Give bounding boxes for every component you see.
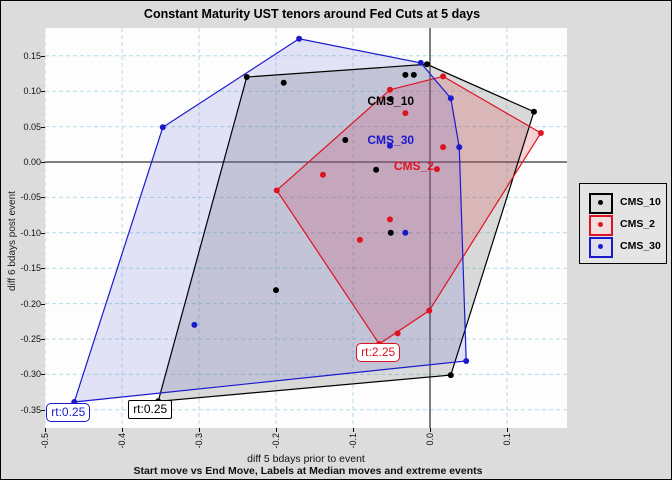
legend-label: CMS_30 — [620, 240, 661, 252]
data-point-CMS_10 — [387, 95, 394, 102]
hull-outline-CMS_30 — [73, 38, 467, 403]
data-point-CMS_30 — [191, 321, 198, 328]
x-tick-label: -0.3 — [194, 433, 204, 449]
hull-outline-CMS_10 — [157, 63, 535, 402]
data-point-CMS_10 — [447, 372, 454, 379]
data-point-CMS_2 — [433, 166, 440, 173]
y-tick-label: -0.05 — [20, 192, 41, 203]
y-tick-label: -0.20 — [20, 298, 41, 309]
x-tick-label: -0.4 — [117, 433, 127, 449]
x-tick-label: 0.0 — [425, 433, 435, 446]
data-point-CMS_2 — [386, 86, 393, 93]
data-point-CMS_10 — [373, 166, 380, 173]
data-point-CMS_2 — [440, 144, 447, 151]
data-point-CMS_30 — [386, 142, 393, 149]
data-point-CMS_2 — [356, 236, 363, 243]
x-tick-mark — [122, 428, 123, 432]
data-point-CMS_10 — [387, 229, 394, 236]
legend-item-CMS_30: CMS_30 — [580, 237, 666, 258]
y-tick-label: 0.10 — [23, 86, 41, 97]
legend-swatch-dot — [598, 200, 603, 205]
y-tick-label: -0.10 — [20, 227, 41, 238]
x-tick-mark — [430, 428, 431, 432]
data-point-CMS_10 — [273, 287, 279, 294]
data-point-CMS_10 — [423, 61, 430, 68]
legend-swatch — [589, 237, 613, 258]
data-point-CMS_2 — [537, 129, 544, 136]
data-point-CMS_2 — [376, 340, 383, 347]
data-point-CMS_10 — [530, 108, 537, 115]
x-axis-title: diff 5 bdays prior to event — [247, 453, 365, 465]
data-point-CMS_30 — [71, 399, 78, 406]
y-tick-label: 0.05 — [23, 121, 41, 132]
hull-fill-CMS_30 — [74, 38, 467, 403]
data-point-CMS_30 — [159, 124, 166, 131]
legend-swatch — [589, 193, 613, 214]
x-tick-mark — [199, 428, 200, 432]
data-point-CMS_2 — [273, 187, 280, 194]
data-point-CMS_30 — [402, 229, 409, 236]
data-point-CMS_2 — [386, 216, 393, 223]
x-tick-mark — [45, 428, 46, 432]
legend-swatch-dot — [598, 222, 603, 227]
data-point-CMS_30 — [296, 35, 303, 42]
data-point-CMS_10 — [342, 137, 349, 144]
legend-swatch-dot — [598, 244, 603, 249]
plot-area-background — [45, 28, 567, 428]
data-point-CMS_30 — [463, 357, 470, 364]
chart-title: Constant Maturity UST tenors around Fed … — [143, 7, 481, 21]
data-point-CMS_2 — [440, 73, 447, 80]
data-point-CMS_30 — [417, 59, 424, 66]
y-tick-label: 0.00 — [23, 157, 41, 167]
x-tick-mark — [353, 428, 354, 432]
data-point-CMS_10 — [410, 71, 417, 78]
hull-fill-CMS_10 — [158, 64, 534, 402]
data-point-CMS_10 — [280, 79, 287, 86]
data-point-CMS_10 — [243, 74, 250, 81]
data-point-CMS_2 — [319, 171, 326, 178]
legend-item-CMS_2: CMS_2 — [580, 215, 666, 236]
data-point-CMS_30 — [447, 95, 454, 102]
legend-box: CMS_10 CMS_2 CMS_30 — [579, 183, 667, 264]
x-tick-label: -0.2 — [271, 433, 281, 449]
y-tick-label: -0.30 — [20, 369, 41, 380]
y-tick-label: 0.15 — [23, 50, 41, 61]
data-point-CMS_2 — [394, 330, 401, 337]
x-tick-mark — [507, 428, 508, 432]
hull-fill-CMS_2 — [276, 76, 541, 344]
x-tick-label: -0.5 — [40, 433, 50, 449]
data-point-CMS_2 — [426, 307, 433, 314]
chart-caption: Start move vs End Move, Labels at Median… — [133, 465, 483, 477]
data-point-CMS_10 — [155, 398, 162, 405]
legend-label: CMS_2 — [620, 218, 656, 230]
data-point-CMS_2 — [402, 110, 409, 117]
legend-item-CMS_10: CMS_10 — [580, 193, 666, 214]
legend-label: CMS_10 — [620, 196, 661, 208]
x-tick-label: 0.1 — [502, 433, 512, 446]
x-tick-mark — [276, 428, 277, 432]
x-tick-label: -0.1 — [348, 433, 358, 449]
chart-canvas — [45, 28, 567, 428]
data-point-CMS_30 — [456, 144, 463, 151]
legend-swatch — [589, 215, 613, 236]
data-point-CMS_10 — [402, 71, 409, 78]
y-tick-label: -0.25 — [20, 334, 41, 344]
y-axis-title: diff 6 bdays post event — [7, 191, 18, 291]
y-tick-label: -0.35 — [20, 404, 41, 415]
y-tick-label: -0.15 — [20, 263, 41, 274]
